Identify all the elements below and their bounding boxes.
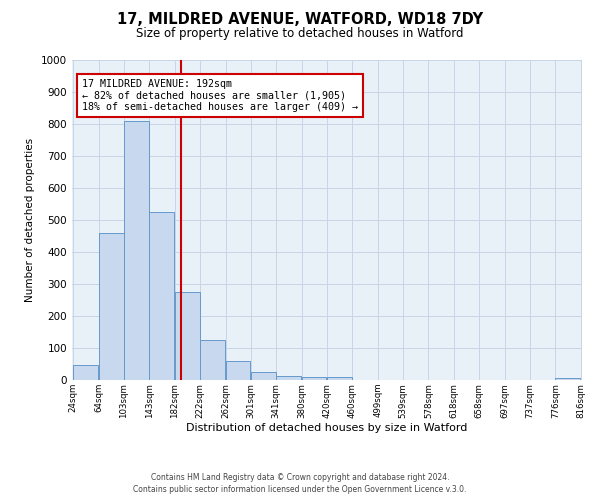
Text: 17, MILDRED AVENUE, WATFORD, WD18 7DY: 17, MILDRED AVENUE, WATFORD, WD18 7DY (117, 12, 483, 28)
Bar (276, 376, 301, 380)
Bar (175, 292, 200, 380)
Bar (327, 378, 352, 380)
Y-axis label: Number of detached properties: Number of detached properties (25, 138, 35, 302)
Text: 17 MILDRED AVENUE: 192sqm
← 82% of detached houses are smaller (1,905)
18% of se: 17 MILDRED AVENUE: 192sqm ← 82% of detac… (82, 79, 358, 112)
Bar (302, 377, 326, 380)
Text: Contains HM Land Registry data © Crown copyright and database right 2024.
Contai: Contains HM Land Registry data © Crown c… (133, 472, 467, 494)
Bar (200, 340, 225, 380)
Bar (124, 121, 149, 380)
Bar (556, 378, 580, 380)
Bar (251, 372, 276, 380)
Bar (226, 361, 250, 380)
Text: Size of property relative to detached houses in Watford: Size of property relative to detached ho… (136, 28, 464, 40)
Bar (98, 233, 124, 380)
Bar (73, 364, 98, 380)
Bar (149, 212, 174, 380)
X-axis label: Distribution of detached houses by size in Watford: Distribution of detached houses by size … (187, 423, 467, 433)
